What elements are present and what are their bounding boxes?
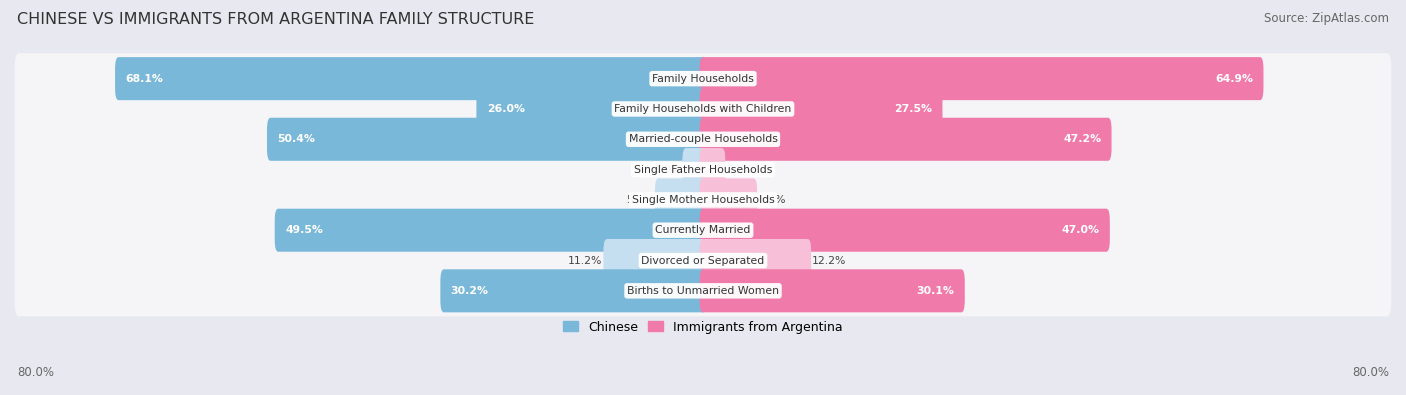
Text: 49.5%: 49.5% [285, 225, 323, 235]
FancyBboxPatch shape [115, 57, 706, 100]
Text: Source: ZipAtlas.com: Source: ZipAtlas.com [1264, 12, 1389, 25]
FancyBboxPatch shape [700, 209, 1109, 252]
Text: 47.2%: 47.2% [1063, 134, 1101, 144]
Text: 11.2%: 11.2% [568, 256, 603, 265]
Text: Single Father Households: Single Father Households [634, 165, 772, 175]
FancyBboxPatch shape [655, 179, 706, 222]
FancyBboxPatch shape [700, 148, 725, 191]
Text: 30.2%: 30.2% [451, 286, 489, 296]
Text: 68.1%: 68.1% [125, 73, 163, 84]
Text: 80.0%: 80.0% [1353, 366, 1389, 379]
FancyBboxPatch shape [700, 179, 756, 222]
Text: 64.9%: 64.9% [1215, 73, 1253, 84]
Text: Births to Unmarried Women: Births to Unmarried Women [627, 286, 779, 296]
Text: 27.5%: 27.5% [894, 104, 932, 114]
FancyBboxPatch shape [14, 265, 1392, 316]
FancyBboxPatch shape [14, 205, 1392, 256]
Text: 5.2%: 5.2% [627, 195, 654, 205]
Text: 2.0%: 2.0% [654, 165, 682, 175]
Text: CHINESE VS IMMIGRANTS FROM ARGENTINA FAMILY STRUCTURE: CHINESE VS IMMIGRANTS FROM ARGENTINA FAM… [17, 12, 534, 27]
FancyBboxPatch shape [274, 209, 706, 252]
Text: 26.0%: 26.0% [486, 104, 524, 114]
FancyBboxPatch shape [700, 269, 965, 312]
FancyBboxPatch shape [700, 57, 1264, 100]
FancyBboxPatch shape [14, 83, 1392, 134]
Text: 2.2%: 2.2% [725, 165, 754, 175]
FancyBboxPatch shape [477, 87, 706, 130]
FancyBboxPatch shape [14, 235, 1392, 286]
Text: Family Households: Family Households [652, 73, 754, 84]
Text: 50.4%: 50.4% [277, 134, 315, 144]
Text: 80.0%: 80.0% [17, 366, 53, 379]
Text: Single Mother Households: Single Mother Households [631, 195, 775, 205]
FancyBboxPatch shape [14, 53, 1392, 104]
FancyBboxPatch shape [14, 144, 1392, 195]
FancyBboxPatch shape [603, 239, 706, 282]
FancyBboxPatch shape [700, 118, 1112, 161]
Text: 47.0%: 47.0% [1062, 225, 1099, 235]
FancyBboxPatch shape [14, 114, 1392, 165]
Text: Divorced or Separated: Divorced or Separated [641, 256, 765, 265]
Text: Currently Married: Currently Married [655, 225, 751, 235]
FancyBboxPatch shape [267, 118, 706, 161]
Text: 12.2%: 12.2% [813, 256, 846, 265]
FancyBboxPatch shape [14, 175, 1392, 226]
FancyBboxPatch shape [440, 269, 706, 312]
FancyBboxPatch shape [700, 239, 811, 282]
Text: Family Households with Children: Family Households with Children [614, 104, 792, 114]
Text: Married-couple Households: Married-couple Households [628, 134, 778, 144]
Text: 30.1%: 30.1% [917, 286, 955, 296]
FancyBboxPatch shape [700, 87, 942, 130]
FancyBboxPatch shape [682, 148, 706, 191]
Text: 5.9%: 5.9% [758, 195, 786, 205]
Legend: Chinese, Immigrants from Argentina: Chinese, Immigrants from Argentina [558, 316, 848, 339]
